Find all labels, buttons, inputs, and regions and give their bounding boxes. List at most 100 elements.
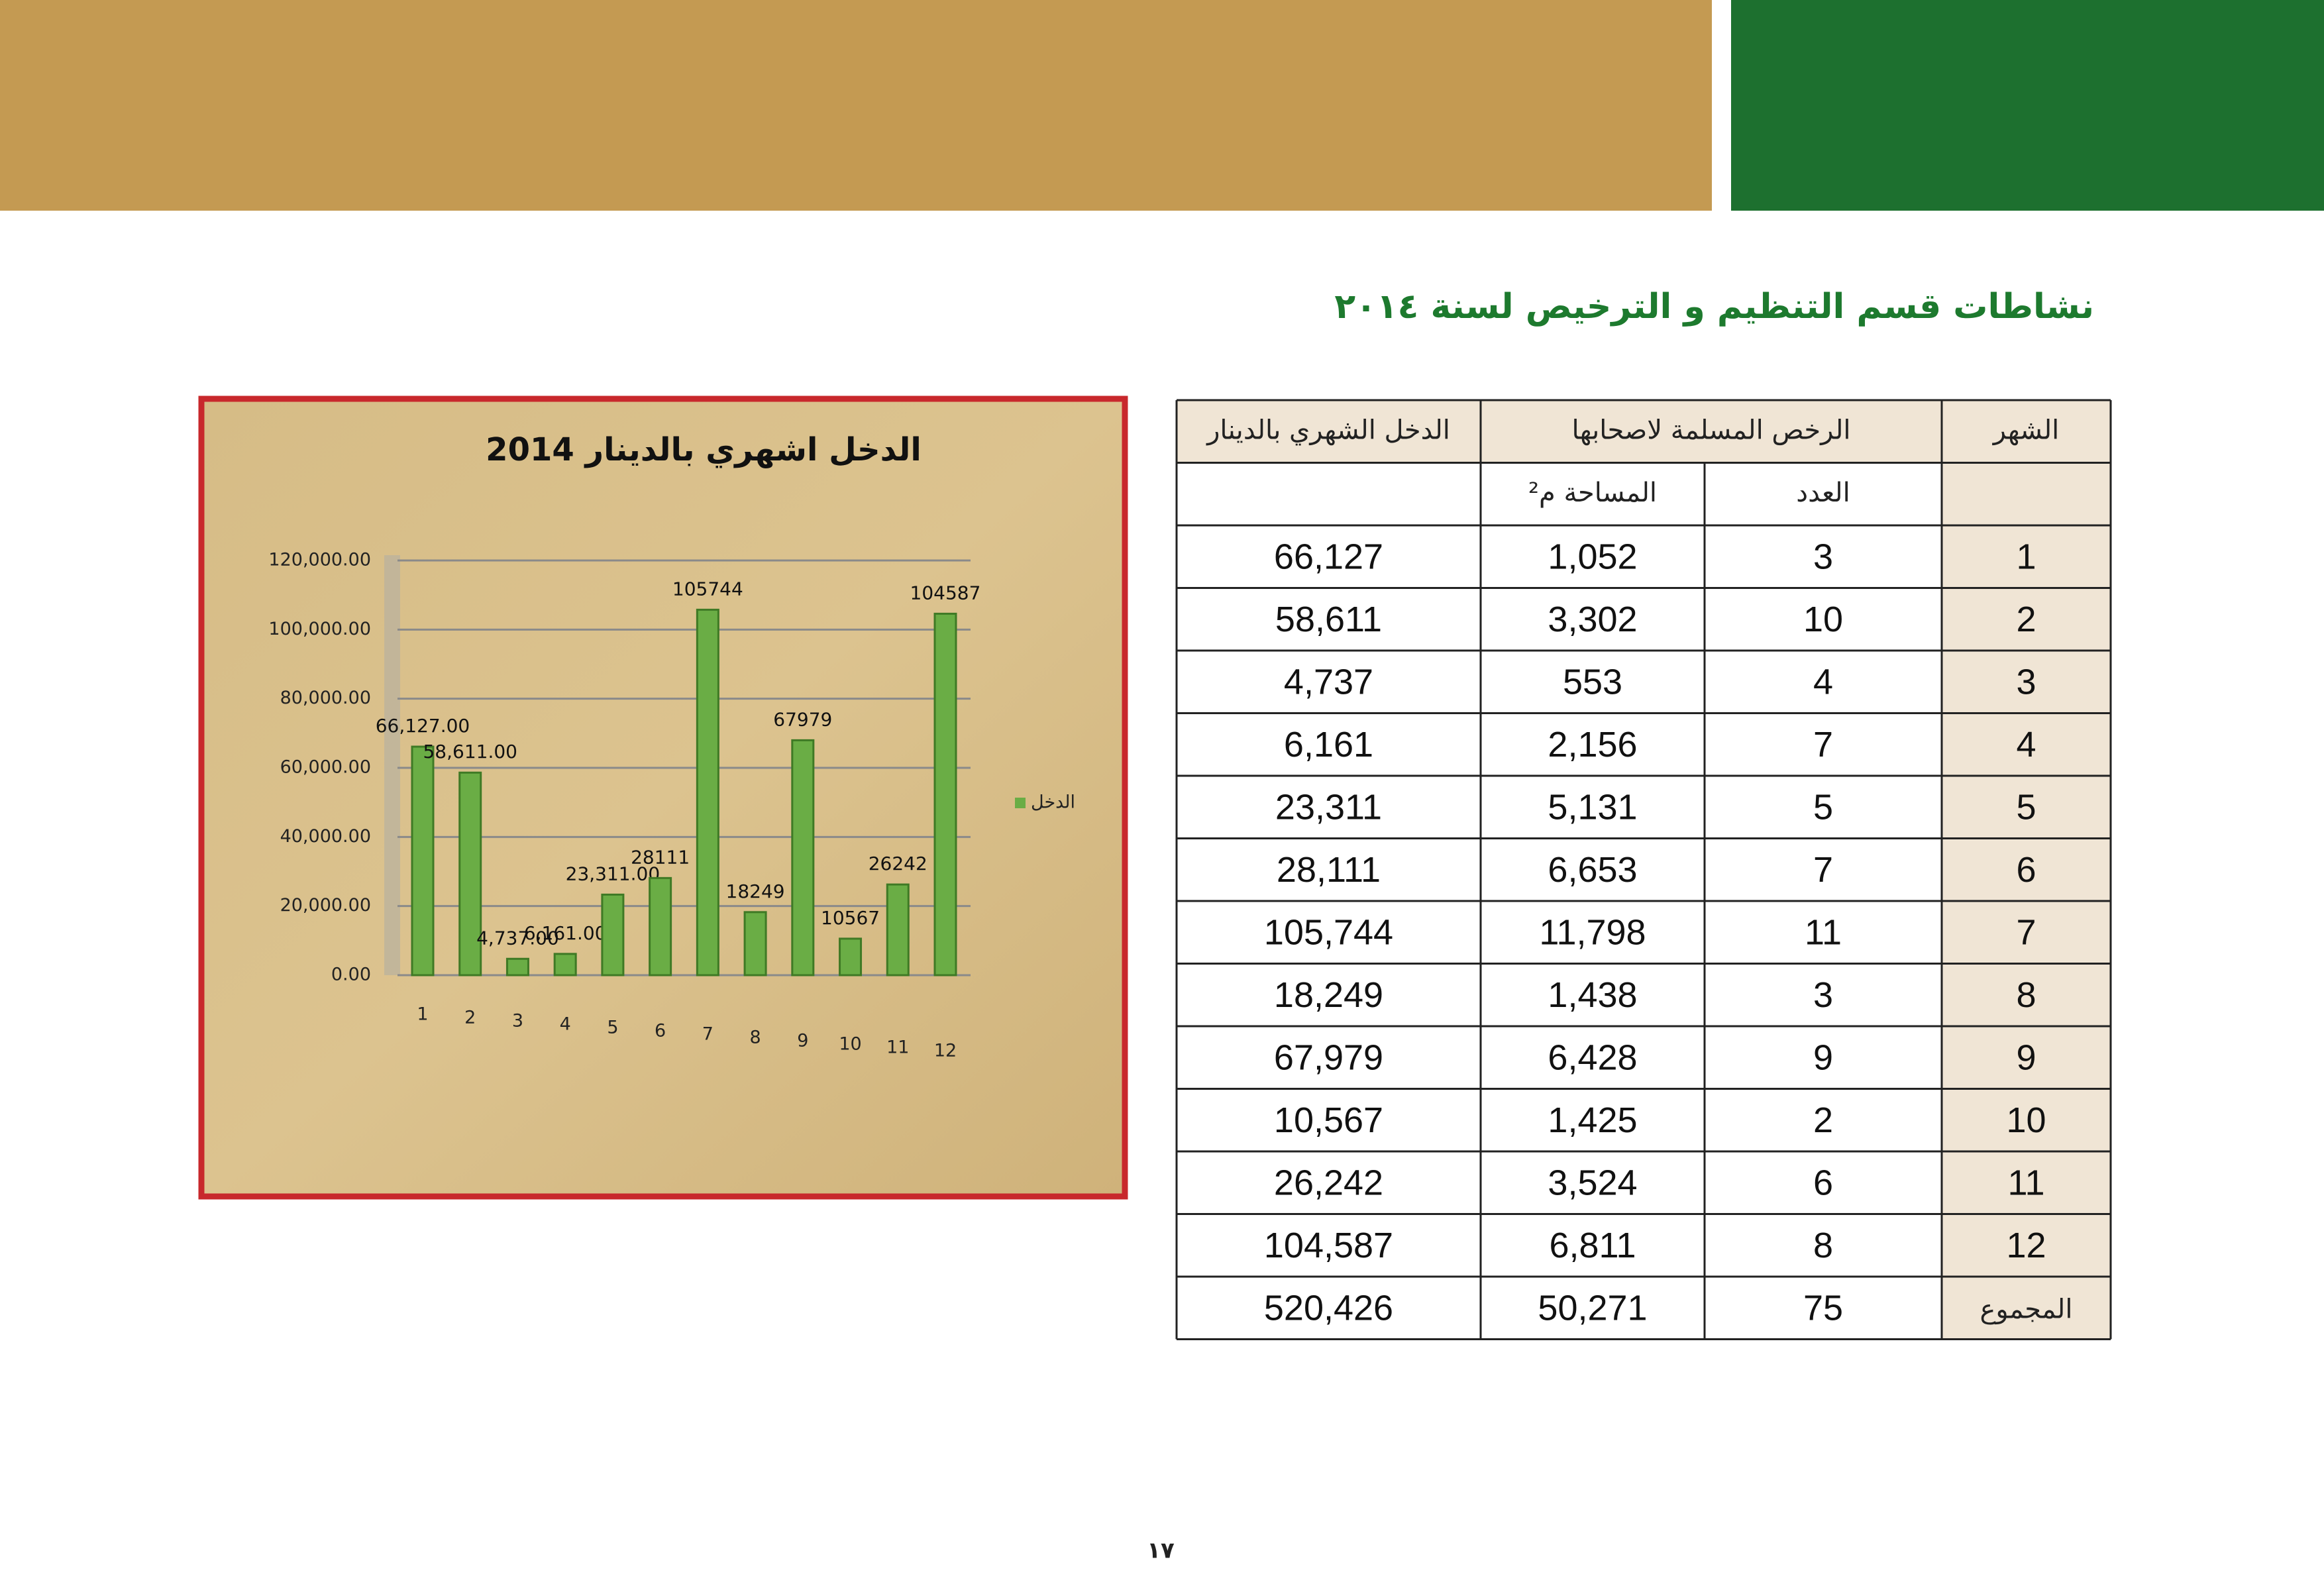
table-cell: 1: [2016, 537, 2036, 577]
header-green-band: [1731, 0, 2324, 211]
bar: [458, 771, 482, 977]
bar: [411, 745, 435, 977]
table-header: الرخص المسلمة لاصحابها: [1572, 415, 1851, 445]
x-tick-label: 7: [702, 1024, 713, 1045]
table-cell: 3: [2016, 662, 2036, 702]
table-cell: 3: [1813, 537, 1833, 577]
legend-label: الدخل: [1031, 792, 1075, 813]
table-cell: 2: [1813, 1100, 1833, 1140]
table-cell: 11,798: [1539, 913, 1646, 953]
x-tick-label: 3: [512, 1011, 523, 1031]
data-label: 105744: [672, 578, 743, 600]
table-cell: 12: [2006, 1226, 2046, 1265]
table-cell: المجموع: [1980, 1294, 2073, 1324]
table-cell: 7: [1813, 850, 1833, 890]
table-cell: 8: [2016, 975, 2036, 1015]
page-title: نشاطات قسم التنظيم و الترخيص لسنة ٢٠١٤: [1334, 287, 2094, 327]
x-tick-label: 9: [797, 1031, 808, 1051]
table-header: الدخل الشهري بالدينار: [1206, 415, 1450, 445]
table-cell: 3: [1813, 975, 1833, 1015]
y-tick-label: 0.00: [331, 965, 371, 985]
table-cell: 11: [1805, 913, 1842, 953]
y-tick-label: 60,000.00: [280, 757, 371, 778]
x-tick-label: 11: [886, 1037, 909, 1058]
table-cell: 5: [2016, 788, 2036, 827]
plot-back-wall: [384, 555, 400, 975]
bar: [696, 608, 719, 977]
table-cell: 3,524: [1548, 1163, 1637, 1203]
y-tick-label: 120,000.00: [268, 550, 371, 570]
chart-title: الدخل اشهري بالدينار 2014: [486, 431, 922, 468]
x-tick-label: 4: [560, 1014, 571, 1035]
table-cell: 67,979: [1274, 1038, 1383, 1078]
table-cell: 75: [1803, 1289, 1843, 1328]
x-tick-label: 10: [839, 1034, 861, 1055]
table-cell: 3,302: [1548, 600, 1637, 639]
bar: [743, 911, 767, 977]
table-cell: 2,156: [1548, 725, 1637, 765]
table-cell: 10: [1803, 600, 1843, 639]
x-tick-label: 12: [934, 1041, 957, 1061]
month-column-background: [1942, 400, 2111, 1340]
bar: [553, 953, 577, 977]
table-cell: 6,161: [1284, 725, 1373, 765]
table-cell: 105,744: [1264, 913, 1393, 953]
table-cell: 1,052: [1548, 537, 1637, 577]
table: الدخل الشهري بالدينار الرخص المسلمة لاصحا…: [1175, 399, 2112, 1340]
bar: [886, 883, 910, 977]
x-tick-label: 8: [749, 1028, 761, 1048]
table-cell: 18,249: [1274, 975, 1383, 1015]
page-number: ١٧: [1147, 1538, 1175, 1564]
table-cell: 553: [1563, 662, 1622, 702]
table-cell: 4: [2016, 725, 2036, 765]
bar: [839, 937, 863, 977]
table-cell: 7: [1813, 725, 1833, 765]
data-label: 26242: [869, 853, 927, 874]
table-cell: 10: [2006, 1100, 2046, 1140]
y-tick-label: 20,000.00: [280, 895, 371, 916]
data-label: 4,737.00: [476, 927, 559, 949]
table-cell: 520,426: [1264, 1289, 1393, 1328]
header-gold-band: [0, 0, 1712, 211]
y-tick-label: 80,000.00: [280, 688, 371, 708]
table-cell: 5,131: [1548, 788, 1637, 827]
table-cell: 50,271: [1538, 1289, 1647, 1328]
chart-frame: [198, 396, 1128, 1200]
data-label: 67979: [773, 708, 832, 730]
y-tick-label: 100,000.00: [268, 619, 371, 639]
x-tick-label: 6: [655, 1021, 666, 1041]
chart: 0.00 20,000.00 40,000.00 60,000.00 80,000.00…: [268, 550, 1075, 1061]
table-cell: 4: [1813, 662, 1833, 702]
data-label: 18249: [726, 880, 785, 902]
x-tick-label: 1: [417, 1004, 428, 1025]
x-tick-label: 2: [464, 1008, 476, 1028]
table-cell: 9: [2016, 1038, 2036, 1078]
table-cell: 2: [2016, 600, 2036, 639]
table-cell: 4,737: [1284, 662, 1373, 702]
y-tick-label: 40,000.00: [280, 826, 371, 847]
table-cell: 6: [1813, 1163, 1833, 1203]
table-cell: 9: [1813, 1038, 1833, 1078]
data-label: 23,311.00: [566, 863, 660, 884]
x-tick-label: 5: [607, 1018, 618, 1038]
table-cell: 104,587: [1264, 1226, 1393, 1265]
table-cell: 66,127: [1274, 537, 1383, 577]
data-label: 58,611.00: [423, 741, 517, 763]
table-cell: 26,242: [1274, 1163, 1383, 1203]
table-cell: 6: [2016, 850, 2036, 890]
table-cell: 6,653: [1548, 850, 1637, 890]
table-cell: 6,811: [1549, 1226, 1636, 1265]
data-label: 6,161.00: [524, 922, 607, 944]
legend-swatch: [1015, 798, 1026, 808]
data-label: 104587: [910, 582, 981, 604]
table-cell: 1,438: [1548, 975, 1637, 1015]
table-subheader: المساحة م²: [1528, 478, 1657, 508]
table-cell: 5: [1813, 788, 1833, 827]
table-cell: 1,425: [1548, 1100, 1637, 1140]
table-cell: 7: [2016, 913, 2036, 953]
table-cell: 28,111: [1277, 850, 1381, 890]
table-subheader: العدد: [1796, 478, 1850, 508]
data-label: 66,127.00: [376, 715, 470, 737]
bar: [791, 739, 815, 977]
